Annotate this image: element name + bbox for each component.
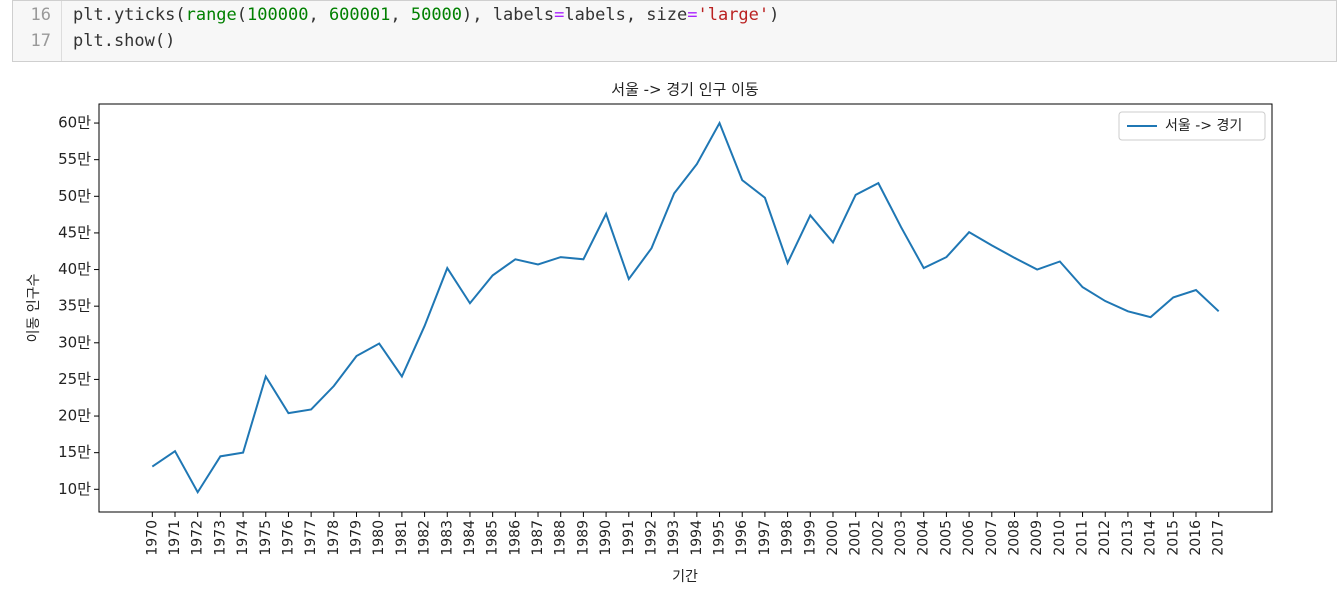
x-tick-label: 1997 xyxy=(757,520,773,556)
x-tick-label: 2015 xyxy=(1165,520,1181,556)
axes-frame xyxy=(98,103,1273,513)
x-tick-label: 2006 xyxy=(961,520,977,556)
code-token: 100000 xyxy=(247,5,309,25)
x-tick-label: 1994 xyxy=(689,520,705,556)
x-tick-label: 1990 xyxy=(598,520,614,556)
code-token: plt.show() xyxy=(73,31,176,51)
chart: 서울 -> 경기 인구 이동 기간 이동 인구수 10만 15만 20만 25만 30만… xyxy=(26,81,1273,585)
code-token: 'large' xyxy=(697,5,770,25)
code-token: = xyxy=(687,5,698,25)
x-tick-label: 1996 xyxy=(734,520,750,556)
y-tick-label: 10만 xyxy=(58,480,91,498)
x-tick-label: 1971 xyxy=(167,520,183,556)
code-token: ) xyxy=(769,5,780,25)
x-tick-label: 1995 xyxy=(712,520,728,556)
code-token: = xyxy=(554,5,565,25)
x-tick-label: 1988 xyxy=(553,520,569,556)
code-cell[interactable]: 16 plt.yticks(range(100000, 600001, 50000… xyxy=(12,0,1337,62)
x-tick-label: 1974 xyxy=(235,520,251,556)
code-token: 50000 xyxy=(410,5,463,25)
code-token: plt.yticks( xyxy=(73,5,186,25)
y-tick-label: 45만 xyxy=(58,223,91,241)
line-series xyxy=(151,120,1220,495)
x-tick-label: 1982 xyxy=(417,520,433,556)
code-token: ), labels xyxy=(462,5,555,25)
x-tick-label: 1987 xyxy=(530,520,546,556)
line-number: 16 xyxy=(30,5,51,25)
x-tick-label: 2013 xyxy=(1120,520,1136,556)
x-tick-label: 1975 xyxy=(258,520,274,556)
x-tick-label: 2010 xyxy=(1052,520,1068,556)
chart-title: 서울 -> 경기 인구 이동 xyxy=(611,81,759,99)
x-tick-label: 2017 xyxy=(1211,520,1227,556)
y-tick-label: 20만 xyxy=(58,407,91,425)
x-tick-label: 1998 xyxy=(780,520,796,556)
x-tick-label: 2002 xyxy=(870,520,886,556)
code-token: range xyxy=(185,5,237,25)
x-tick-label: 1983 xyxy=(439,520,455,556)
x-tick-label: 2003 xyxy=(893,520,909,556)
y-tick-label: 50만 xyxy=(58,187,91,205)
code-line: plt.show() xyxy=(73,31,175,51)
x-tick-label: 1985 xyxy=(485,520,501,556)
code-token: 600001 xyxy=(328,5,391,25)
x-axis-label: 기간 xyxy=(672,569,698,585)
y-tick-label: 15만 xyxy=(58,443,91,461)
x-tick-label: 1993 xyxy=(666,520,682,556)
x-tick-label: 2014 xyxy=(1143,520,1159,556)
x-tick-label: 1981 xyxy=(394,520,410,556)
code-token: , xyxy=(390,5,411,25)
x-tick-label: 1970 xyxy=(144,520,160,556)
gutter xyxy=(61,1,62,61)
y-axis-label: 이동 인구수 xyxy=(26,273,42,342)
x-tick-label: 1999 xyxy=(802,520,818,556)
x-tick-label: 1980 xyxy=(371,520,387,556)
code-token: ( xyxy=(236,5,248,25)
x-tick-label: 1979 xyxy=(349,520,365,556)
x-tick-label: 2000 xyxy=(825,520,841,556)
x-tick-label: 1986 xyxy=(507,520,523,556)
x-tick-label: 2001 xyxy=(848,520,864,556)
x-tick-label: 1973 xyxy=(212,520,228,556)
x-tick-label: 1991 xyxy=(621,520,637,556)
code-token: labels, size xyxy=(564,5,688,25)
x-tick-label: 1984 xyxy=(462,520,478,556)
y-tick-label: 25만 xyxy=(58,370,91,388)
x-tick-label: 2011 xyxy=(1075,520,1091,556)
legend-box xyxy=(1118,111,1266,141)
code-token: , xyxy=(308,5,329,25)
x-tick-label: 1976 xyxy=(280,520,296,556)
x-tick-label: 2005 xyxy=(938,520,954,556)
y-tick-label: 35만 xyxy=(58,297,91,315)
x-tick-label: 2012 xyxy=(1097,520,1113,556)
x-tick-label: 1989 xyxy=(575,520,591,556)
y-tick-label: 30만 xyxy=(58,333,91,351)
code-line: plt.yticks(range(100000, 600001, 50000),… xyxy=(73,5,779,25)
x-tick-label: 1977 xyxy=(303,520,319,556)
x-tick-label: 2004 xyxy=(916,520,932,556)
y-tick-label: 40만 xyxy=(58,260,91,278)
y-tick-label: 55만 xyxy=(58,150,91,168)
x-tick-label: 1992 xyxy=(643,520,659,556)
y-tick-label: 60만 xyxy=(58,114,91,132)
x-tick-label: 2016 xyxy=(1188,520,1204,556)
x-tick-label: 1978 xyxy=(326,520,342,556)
line-number: 17 xyxy=(30,31,51,51)
x-tick-label: 2009 xyxy=(1029,520,1045,556)
x-tick-label: 2007 xyxy=(984,520,1000,556)
x-tick-label: 1972 xyxy=(190,520,206,556)
x-tick-label: 2008 xyxy=(1006,520,1022,556)
legend-label: 서울 -> 경기 xyxy=(1165,118,1242,134)
